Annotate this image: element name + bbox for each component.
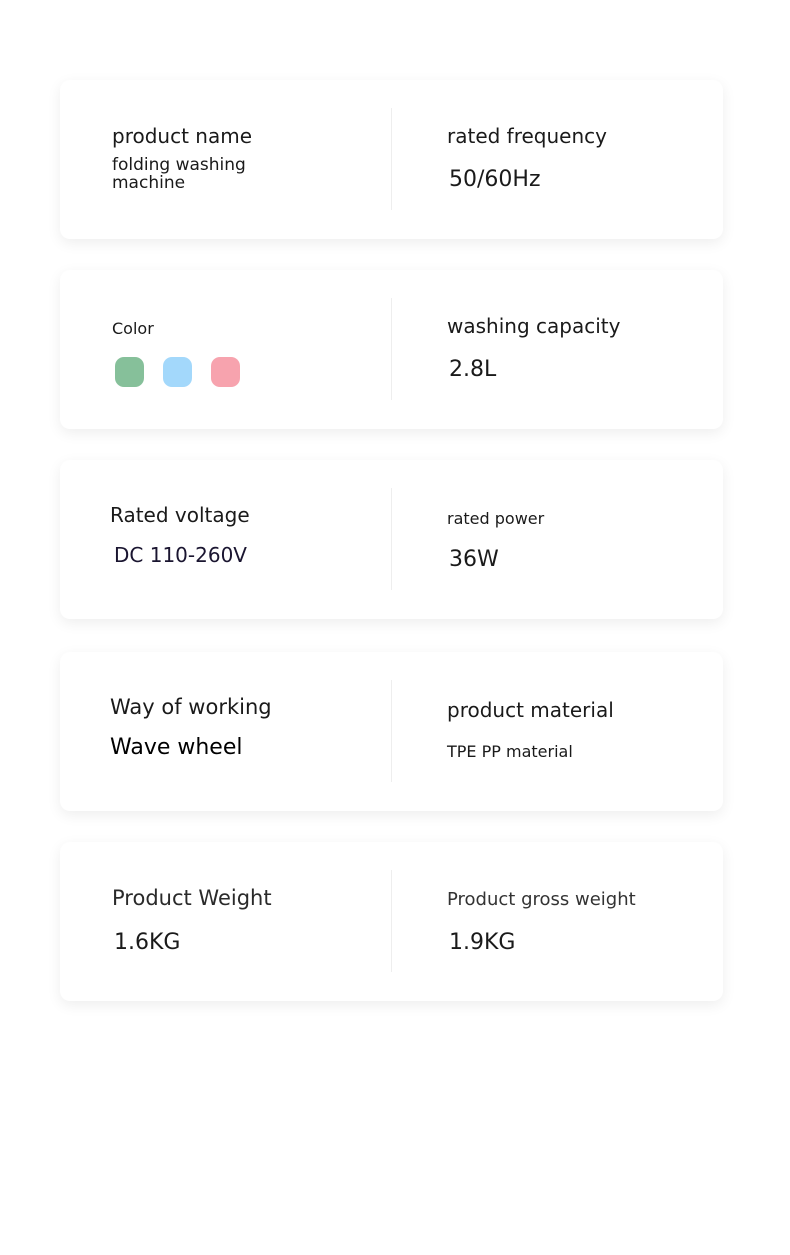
spec-label: rated power xyxy=(447,509,545,528)
color-swatch-blue[interactable] xyxy=(163,357,192,387)
divider xyxy=(391,488,392,590)
spec-value: 1.9KG xyxy=(449,930,516,955)
divider xyxy=(391,108,392,210)
spec-value: 50/60Hz xyxy=(449,167,541,192)
spec-label: Way of working xyxy=(110,695,272,719)
spec-label: product name xyxy=(112,124,252,148)
spec-label: Product Weight xyxy=(112,886,272,910)
spec-label: rated frequency xyxy=(447,124,607,148)
spec-label: Color xyxy=(112,319,154,338)
divider xyxy=(391,680,392,782)
divider xyxy=(391,870,392,972)
spec-card-working: Way of working Wave wheel product materi… xyxy=(60,652,723,811)
spec-card-voltage: Rated voltage DC 110-260V rated power 36… xyxy=(60,460,723,619)
spec-label: Product gross weight xyxy=(447,889,636,910)
color-swatch-green[interactable] xyxy=(115,357,144,387)
spec-value: TPE PP material xyxy=(447,742,573,761)
spec-value: DC 110-260V xyxy=(114,543,247,567)
spec-card-name: product name folding washing machine rat… xyxy=(60,80,723,239)
spec-value: 36W xyxy=(449,547,499,572)
spec-label: washing capacity xyxy=(447,314,621,338)
color-swatches xyxy=(115,357,240,387)
divider xyxy=(391,298,392,400)
spec-label: product material xyxy=(447,698,614,722)
spec-card-color: Color washing capacity 2.8L xyxy=(60,270,723,429)
spec-value: folding washing machine xyxy=(112,155,246,193)
spec-value: 2.8L xyxy=(449,357,497,382)
color-swatch-pink[interactable] xyxy=(211,357,240,387)
spec-value: Wave wheel xyxy=(110,735,243,760)
spec-value: 1.6KG xyxy=(114,930,181,955)
spec-card-weight: Product Weight 1.6KG Product gross weigh… xyxy=(60,842,723,1001)
spec-label: Rated voltage xyxy=(110,503,250,527)
